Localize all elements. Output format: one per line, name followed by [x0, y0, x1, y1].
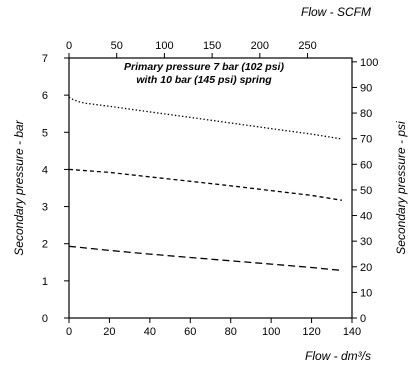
ticks-group: [64, 53, 357, 323]
y-left-tick-label: 6: [42, 90, 48, 102]
x-top-tick-label: 50: [111, 40, 123, 52]
x-bottom-tick-label: 140: [343, 326, 361, 338]
series-line-1: [68, 96, 343, 140]
y-right-tick-label: 100: [360, 57, 378, 69]
x-top-tick-label: 150: [203, 40, 221, 52]
y-right-axis-title: Secondary pressure - psi: [394, 121, 408, 255]
x-top-tick-label: 100: [155, 40, 173, 52]
x-bottom-tick-label: 80: [225, 326, 237, 338]
x-bottom-tick-label: 0: [66, 326, 72, 338]
plot-frame: [68, 57, 353, 319]
y-right-tick-label: 40: [360, 211, 372, 223]
y-right-tick-label: 10: [360, 287, 372, 299]
y-left-tick-label: 2: [42, 239, 48, 251]
y-right-tick-label: 20: [360, 262, 372, 274]
y-right-tick-label: 30: [360, 236, 372, 248]
x-bottom-tick-label: 40: [144, 326, 156, 338]
series-group: [68, 96, 343, 272]
y-right-tick-label: 50: [360, 185, 372, 197]
x-top-tick-label: 200: [251, 40, 269, 52]
y-right-tick-label: 90: [360, 82, 372, 94]
y-right-tick-label: 60: [360, 159, 372, 171]
y-left-tick-label: 0: [42, 313, 48, 325]
x-top-tick-label: 250: [298, 40, 316, 52]
plot-area: [68, 57, 353, 319]
y-right-tick-label: 0: [360, 313, 366, 325]
y-right-tick-label: 80: [360, 108, 372, 120]
x-bottom-tick-label: 20: [103, 326, 115, 338]
y-left-tick-label: 1: [42, 276, 48, 288]
y-left-tick-label: 5: [42, 127, 48, 139]
y-left-tick-label: 4: [42, 164, 48, 176]
x-bottom-tick-label: 120: [302, 326, 320, 338]
x-bottom-axis-title: Flow - dm³/s: [305, 349, 371, 363]
annotation-line-1: Primary pressure 7 bar (102 psi): [124, 61, 284, 73]
x-top-tick-label: 0: [66, 40, 72, 52]
x-bottom-tick-label: 60: [184, 326, 196, 338]
x-bottom-tick-label: 100: [262, 326, 280, 338]
y-right-tick-label: 70: [360, 134, 372, 146]
y-left-tick-label: 3: [42, 202, 48, 214]
series-line-3: [68, 245, 342, 272]
x-top-axis-title: Flow - SCFM: [301, 5, 371, 19]
annotation-line-2: with 10 bar (145 psi) spring: [136, 74, 272, 86]
y-left-tick-label: 7: [42, 53, 48, 65]
y-left-axis-title: Secondary pressure - bar: [12, 119, 26, 255]
series-line-2: [68, 168, 343, 201]
